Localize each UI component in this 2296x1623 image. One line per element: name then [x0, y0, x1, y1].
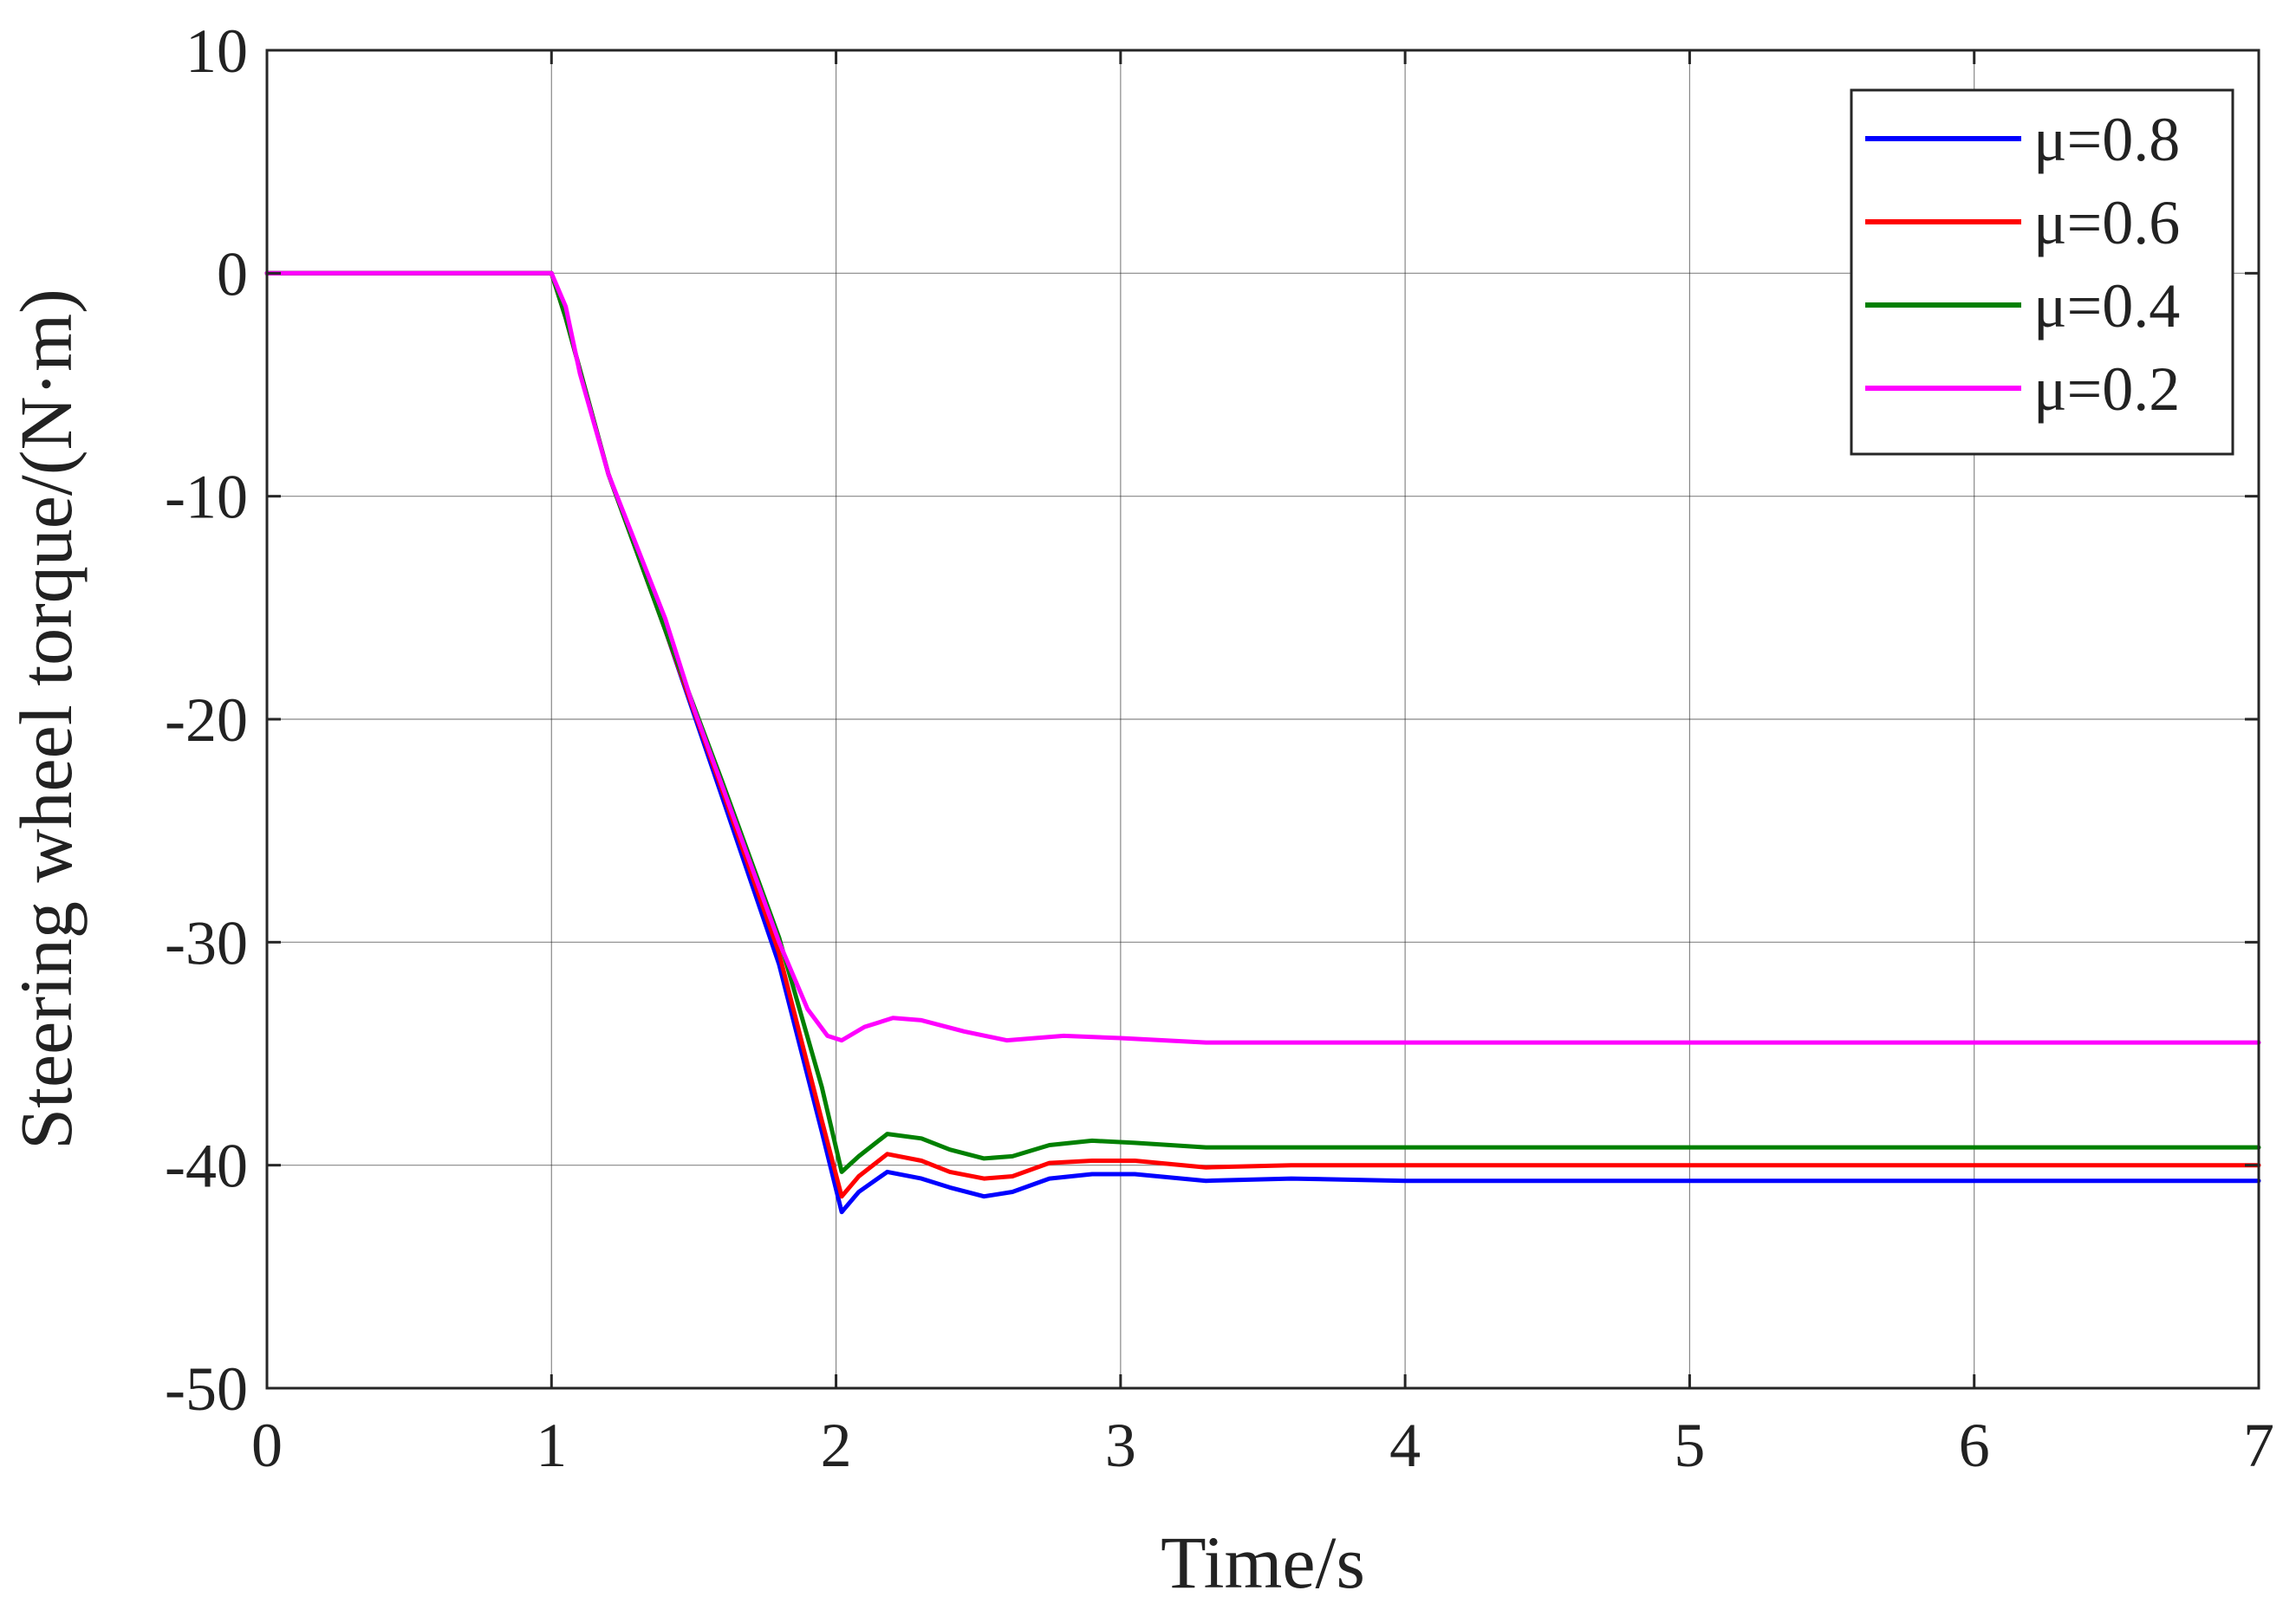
ticks: 0 1 2 3 4 5 6 7 10 0 -10 -20 -30 -40 -50 [165, 16, 2274, 1480]
legend: μ=0.8 μ=0.6 μ=0.4 μ=0.2 [1850, 88, 2234, 456]
series-lines [264, 270, 2261, 1215]
legend-box [1850, 88, 2234, 456]
y-tick-label: -20 [165, 685, 248, 755]
y-tick-label: -10 [165, 463, 248, 532]
x-tick-label: 2 [821, 1411, 852, 1480]
x-tick-label: 6 [1959, 1411, 1990, 1480]
x-tick-label: 0 [251, 1411, 283, 1480]
y-tick-label: -50 [165, 1354, 248, 1424]
x-tick-label: 3 [1105, 1411, 1136, 1480]
y-tick-label: -30 [165, 908, 248, 977]
legend-label: μ=0.6 [2033, 188, 2180, 257]
y-tick-label: 0 [217, 239, 248, 308]
legend-label: μ=0.8 [2033, 105, 2180, 174]
y-axis-label: Steering wheel torque/(N·m) [4, 289, 88, 1149]
legend-label: μ=0.4 [2033, 271, 2180, 341]
x-tick-label: 4 [1389, 1411, 1421, 1480]
x-tick-label: 5 [1674, 1411, 1705, 1480]
legend-label: μ=0.2 [2033, 354, 2180, 424]
series-line [264, 270, 2261, 1174]
series-line [264, 270, 2261, 1045]
x-axis-label: Time/s [1161, 1521, 1365, 1604]
x-tick-label: 7 [2243, 1411, 2274, 1480]
y-tick-label: 10 [185, 16, 248, 86]
y-tick-label: -40 [165, 1132, 248, 1201]
x-tick-label: 1 [536, 1411, 567, 1480]
